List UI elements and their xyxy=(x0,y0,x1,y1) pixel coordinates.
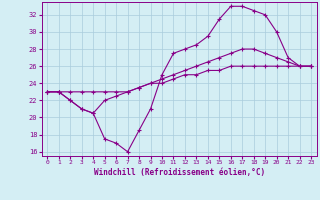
X-axis label: Windchill (Refroidissement éolien,°C): Windchill (Refroidissement éolien,°C) xyxy=(94,168,265,177)
